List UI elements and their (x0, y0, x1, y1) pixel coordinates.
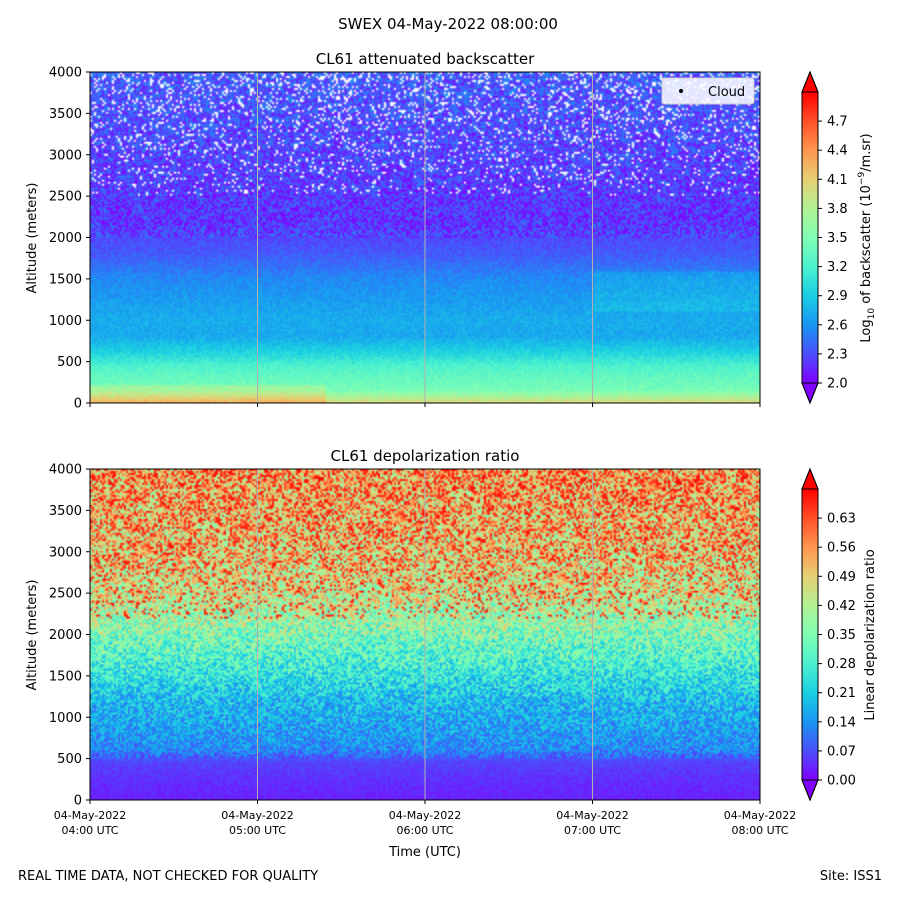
x-tick-date-label: 04-May-2022 (221, 809, 293, 822)
colorbar-tick-label: 4.1 (827, 173, 848, 188)
colorbar-extend-max (801, 467, 819, 490)
depolarization-colorbar-label: Linear depolarization ratio (863, 549, 878, 720)
colorbar-tick-label: 0.21 (827, 686, 856, 701)
backscatter-time-gridlines (257, 72, 593, 403)
y-tick-label: 4000 (49, 66, 82, 81)
x-tick-time-label: 04:00 UTC (61, 824, 118, 837)
y-tick-label: 2000 (49, 231, 82, 246)
y-tick-label: 1000 (49, 711, 82, 726)
colorbar-tick-label: 4.4 (827, 144, 848, 159)
y-tick-label: 2500 (49, 190, 82, 205)
colorbar-extend-min (801, 779, 819, 802)
legend-label-cloud: Cloud (708, 85, 745, 100)
colorbar-tick-label: 0.14 (827, 715, 856, 730)
backscatter-colorbar-label: Log10 of backscatter (10−9/m.sr) (857, 133, 877, 342)
depolarization-colorbar-ticks: 0.00 0.07 0.14 0.21 0.28 0.35 0.42 0.49 0.56 0.63 (818, 512, 856, 789)
colorbar-tick-label: 0.56 (827, 541, 856, 556)
depolarization-title: CL61 depolarization ratio (331, 447, 520, 465)
colorbar-tick-label: 0.42 (827, 599, 856, 614)
colorbar-extend-min (801, 382, 819, 405)
quality-disclaimer: REAL TIME DATA, NOT CHECKED FOR QUALITY (18, 869, 319, 884)
y-tick-label: 2500 (49, 587, 82, 602)
backscatter-colorbar: 2.0 2.3 2.6 2.9 3.2 3.5 3.8 4.1 4.4 4.7 Log10 of … (801, 70, 877, 405)
colorbar-tick-label: 0.49 (827, 570, 856, 585)
colorbar-tick-label: 3.8 (827, 202, 848, 217)
colorbar-tick-label: 4.7 (827, 115, 848, 130)
colorbar-extend-max (801, 70, 819, 93)
y-tick-label: 3500 (49, 107, 82, 122)
cloud-legend: Cloud (661, 77, 755, 105)
y-tick-label: 3000 (49, 148, 82, 163)
site-label: Site: ISS1 (819, 869, 882, 884)
depolarization-ylabel: Altitude (meters) (25, 580, 40, 691)
x-tick-date-label: 04-May-2022 (724, 809, 796, 822)
y-tick-label: 3000 (49, 545, 82, 560)
colorbar-tick-label: 0.28 (827, 657, 856, 672)
depolarization-panel: CL61 depolarization ratio 0 500 1000 1500 20… (25, 447, 878, 860)
y-tick-label: 1500 (49, 669, 82, 684)
backscatter-panel: CL61 attenuated backscatter 0 500 1000 1500… (25, 50, 877, 412)
legend-box (661, 77, 755, 105)
depolarization-time-gridlines (257, 469, 593, 800)
cloud-marker-icon (679, 89, 683, 93)
x-tick-date-label: 04-May-2022 (389, 809, 461, 822)
depolarization-y-ticks: 0 500 1000 1500 2000 2500 3000 3500 4000 (49, 463, 90, 809)
x-tick-time-label: 05:00 UTC (229, 824, 286, 837)
colorbar-tick-label: 3.5 (827, 231, 848, 246)
y-tick-label: 500 (57, 752, 82, 767)
x-tick-time-label: 08:00 UTC (731, 824, 788, 837)
backscatter-x-ticks (89, 403, 761, 407)
depolarization-colorbar: 0.00 0.07 0.14 0.21 0.28 0.35 0.42 0.49 0.56 0.63… (801, 467, 878, 802)
backscatter-y-ticks: 0 500 1000 1500 2000 2500 3000 3500 4000 (49, 66, 90, 412)
colorbar-tick-label: 2.3 (827, 347, 848, 362)
depolarization-colorbar-gradient (802, 489, 818, 780)
backscatter-title: CL61 attenuated backscatter (316, 50, 535, 68)
colorbar-tick-label: 0.00 (827, 774, 856, 789)
x-tick-date-label: 04-May-2022 (54, 809, 126, 822)
colorbar-tick-label: 2.0 (827, 377, 848, 392)
y-tick-label: 0 (74, 397, 82, 412)
x-tick-time-label: 07:00 UTC (564, 824, 621, 837)
colorbar-tick-label: 0.07 (827, 744, 856, 759)
x-tick-time-label: 06:00 UTC (396, 824, 453, 837)
figure-suptitle: SWEX 04-May-2022 08:00:00 (338, 15, 558, 33)
y-tick-label: 2000 (49, 628, 82, 643)
colorbar-tick-label: 3.2 (827, 260, 848, 275)
colorbar-tick-label: 2.6 (827, 318, 848, 333)
y-tick-label: 1500 (49, 272, 82, 287)
y-tick-label: 3500 (49, 504, 82, 519)
backscatter-colorbar-ticks: 2.0 2.3 2.6 2.9 3.2 3.5 3.8 4.1 4.4 4.7 (818, 115, 848, 392)
depolarization-x-ticks: 04-May-2022 04:00 UTC 04-May-2022 05:00 UTC… (54, 800, 796, 837)
backscatter-colorbar-gradient (802, 92, 818, 383)
colorbar-tick-label: 2.9 (827, 289, 848, 304)
y-tick-label: 4000 (49, 463, 82, 478)
x-axis-label: Time (UTC) (388, 845, 461, 860)
y-tick-label: 0 (74, 794, 82, 809)
colorbar-tick-label: 0.35 (827, 628, 856, 643)
x-tick-date-label: 04-May-2022 (556, 809, 628, 822)
y-tick-label: 500 (57, 355, 82, 370)
y-tick-label: 1000 (49, 314, 82, 329)
backscatter-ylabel: Altitude (meters) (25, 183, 40, 294)
colorbar-tick-label: 0.63 (827, 512, 856, 527)
